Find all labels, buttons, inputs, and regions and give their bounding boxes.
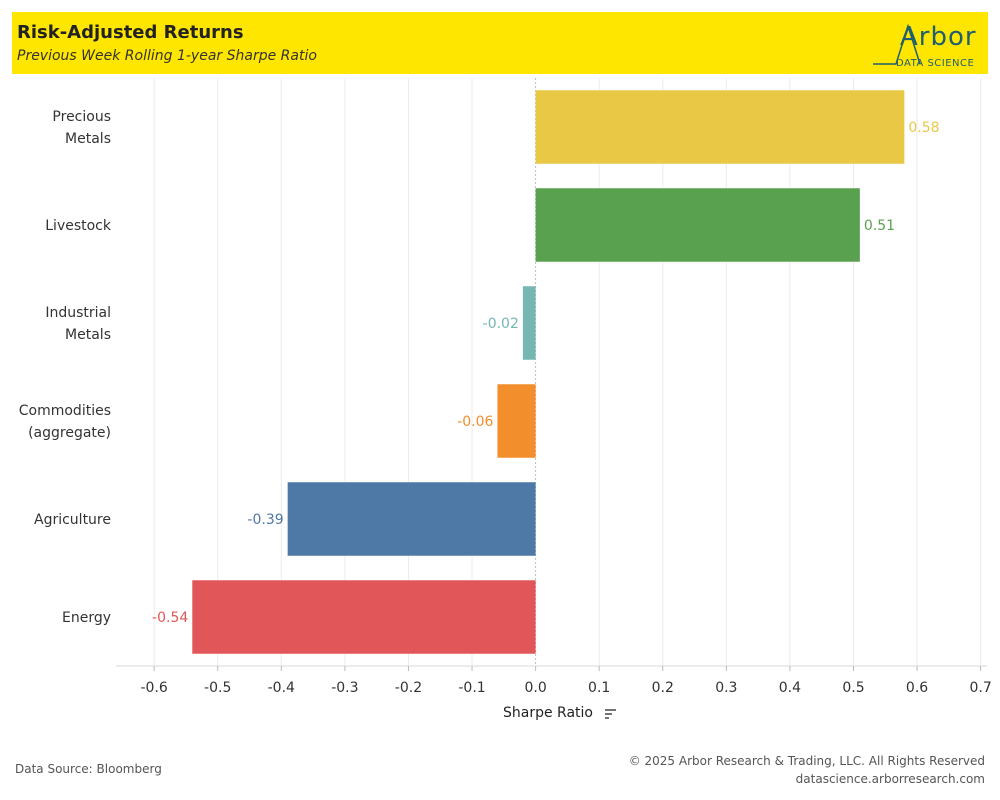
x-tick-label: -0.3 <box>331 680 358 696</box>
bar <box>192 580 536 654</box>
category-label: Precious <box>52 109 111 125</box>
category-label: (aggregate) <box>28 425 111 441</box>
data-label: -0.06 <box>457 414 493 430</box>
x-tick-label: 0.0 <box>524 680 546 696</box>
bar <box>535 188 860 262</box>
logo-wordmark: Arbor <box>900 22 977 52</box>
category-label: Commodities <box>19 403 111 419</box>
bar <box>287 482 536 556</box>
category-label: Livestock <box>45 218 112 234</box>
data-label: -0.39 <box>247 512 283 528</box>
x-tick-label: -0.2 <box>395 680 422 696</box>
sort-icon[interactable] <box>605 709 617 719</box>
chart-subtitle: Previous Week Rolling 1-year Sharpe Rati… <box>17 48 317 64</box>
x-tick-label: 0.5 <box>842 680 864 696</box>
bar <box>522 286 536 360</box>
data-label: -0.02 <box>483 316 519 332</box>
data-source: Data Source: Bloomberg <box>15 762 162 776</box>
x-tick-label: -0.4 <box>268 680 295 696</box>
x-tick-label: 0.1 <box>588 680 610 696</box>
logo-mark-icon <box>873 23 921 65</box>
copyright-text: © 2025 Arbor Research & Trading, LLC. Al… <box>628 754 985 768</box>
data-label: 0.58 <box>908 120 939 136</box>
arbor-logo: Arbor DATA SCIENCE <box>868 16 988 72</box>
x-tick-label: -0.5 <box>204 680 231 696</box>
x-tick-label: -0.1 <box>458 680 485 696</box>
x-tick-label: 0.3 <box>715 680 737 696</box>
x-tick-label: 0.4 <box>779 680 801 696</box>
data-label: 0.51 <box>864 218 895 234</box>
x-tick-label: 0.6 <box>906 680 928 696</box>
category-label: Metals <box>65 131 111 147</box>
website-link[interactable]: datascience.arborresearch.com <box>795 772 985 786</box>
x-tick-label: 0.7 <box>970 680 992 696</box>
category-label: Agriculture <box>34 512 111 528</box>
category-label: Metals <box>65 327 111 343</box>
category-label: Industrial <box>45 305 111 321</box>
x-axis-title: Sharpe Ratio <box>503 705 593 721</box>
x-tick-label: -0.6 <box>140 680 167 696</box>
category-label: Energy <box>62 610 111 626</box>
bar <box>535 90 905 164</box>
bar <box>497 384 536 458</box>
logo-subtext: DATA SCIENCE <box>896 58 975 69</box>
x-tick-label: 0.2 <box>652 680 674 696</box>
data-label: -0.54 <box>152 610 188 626</box>
chart-header: Risk-Adjusted Returns Previous Week Roll… <box>12 12 988 74</box>
footer-credits: © 2025 Arbor Research & Trading, LLC. Al… <box>629 752 985 788</box>
chart-title: Risk-Adjusted Returns <box>17 22 244 43</box>
